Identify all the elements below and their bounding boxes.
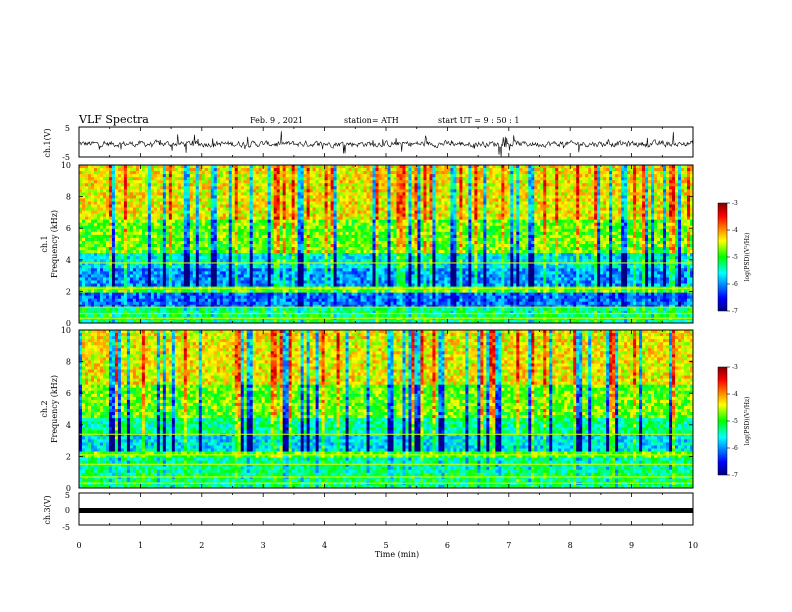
ch2-colorbar-tick-label: -4 bbox=[732, 391, 738, 398]
ch1-colorbar-label: log(PSD)(V²/Hz) bbox=[744, 233, 751, 282]
ch2-colorbar-tick-label: -5 bbox=[732, 418, 738, 425]
ch2-colorbar-tick-label: -3 bbox=[732, 364, 738, 371]
ch2-colorbar-tick-label: -7 bbox=[732, 472, 738, 479]
x-tick-label: 6 bbox=[445, 541, 450, 550]
ch1-colorbar-tick-label: -5 bbox=[732, 254, 738, 261]
ch1-spectrogram-panel: ch.1 Frequency (kHz) 0 2 4 6 8 10 bbox=[40, 161, 694, 328]
start-time-label: start UT = 9 : 50 : 1 bbox=[438, 116, 519, 125]
ch1-trace bbox=[79, 131, 693, 157]
ch1-ytick-top: 5 bbox=[65, 124, 70, 133]
x-tick-label: 0 bbox=[76, 541, 81, 550]
ch1-spec-ytick-label: 4 bbox=[66, 256, 71, 265]
ch2-spec-ylabel: Frequency (kHz) bbox=[50, 375, 59, 443]
ch2-colorbar-label: log(PSD)(V²/Hz) bbox=[744, 397, 751, 446]
ch3-waveform-panel: ch.3(V) 5 0 -5 0 1 2 3 4 5 6 7 8 9 10 Time (min) bbox=[43, 491, 698, 559]
ch3-ylabel: ch.3(V) bbox=[43, 495, 52, 524]
ch1-ytick-bottom: -5 bbox=[62, 153, 70, 162]
ch1-ylabel: ch.1(V) bbox=[43, 128, 52, 157]
ch1-colorbar-tick-label: -3 bbox=[732, 200, 738, 207]
ch3-trace bbox=[79, 508, 693, 513]
x-axis-label: Time (min) bbox=[375, 550, 419, 559]
date-label: Feb. 9 , 2021 bbox=[250, 116, 303, 125]
ch1-spec-ylabel: Frequency (kHz) bbox=[50, 210, 59, 278]
ch3-ytick-bottom: -5 bbox=[62, 523, 70, 532]
ch1-colorbar-tick-label: -4 bbox=[732, 227, 738, 234]
ch2-spec-ytick-label: 0 bbox=[66, 484, 71, 493]
ch1-spec-ytick-label: 10 bbox=[61, 161, 71, 170]
ch1-colorbar: -3 -4 -5 -6 -7 log(PSD)(V²/Hz) bbox=[717, 200, 751, 315]
x-tick-label: 10 bbox=[688, 541, 698, 550]
ch2-spec-channel-label: ch.2 bbox=[40, 400, 49, 417]
x-tick-label: 8 bbox=[568, 541, 573, 550]
ch2-colorbar: -3 -4 -5 -6 -7 log(PSD)(V²/Hz) bbox=[717, 364, 751, 479]
ch1-colorbar-tick-label: -7 bbox=[732, 308, 738, 315]
x-tick-label: 3 bbox=[261, 541, 266, 550]
ch2-spec-ytick-label: 4 bbox=[66, 421, 71, 430]
ch1-spec-ytick-label: 2 bbox=[66, 287, 71, 296]
ch1-spec-channel-label: ch.1 bbox=[40, 235, 49, 252]
x-tick-label: 9 bbox=[629, 541, 634, 550]
ch2-spectrogram-panel: ch.2 Frequency (kHz) 0 2 4 6 8 10 bbox=[40, 326, 694, 493]
ch2-colorbar-tick-label: -6 bbox=[732, 445, 738, 452]
ch2-spec-ytick-label: 8 bbox=[66, 358, 71, 367]
ch1-spec-ytick-label: 0 bbox=[66, 319, 71, 328]
ch2-spec-ytick-label: 10 bbox=[61, 326, 71, 335]
ch3-ytick-top: 5 bbox=[65, 491, 70, 500]
x-tick-label: 4 bbox=[322, 541, 327, 550]
ch1-waveform-panel: ch.1(V) 5 -5 bbox=[43, 124, 694, 162]
x-tick-label: 1 bbox=[138, 541, 143, 550]
ch3-ytick-mid: 0 bbox=[65, 506, 70, 515]
x-tick-label: 2 bbox=[199, 541, 204, 550]
ch1-spec-ytick-label: 8 bbox=[66, 193, 71, 202]
figure-title: VLF Spectra bbox=[78, 113, 149, 126]
ch2-spec-ytick-label: 6 bbox=[66, 389, 71, 398]
x-tick-label: 5 bbox=[383, 541, 388, 550]
x-tick-label: 7 bbox=[506, 541, 511, 550]
ch1-spec-ytick-label: 6 bbox=[66, 224, 71, 233]
station-label: station= ATH bbox=[344, 116, 399, 125]
ch2-spec-ytick-label: 2 bbox=[66, 452, 71, 461]
ch1-colorbar-tick-label: -6 bbox=[732, 281, 738, 288]
